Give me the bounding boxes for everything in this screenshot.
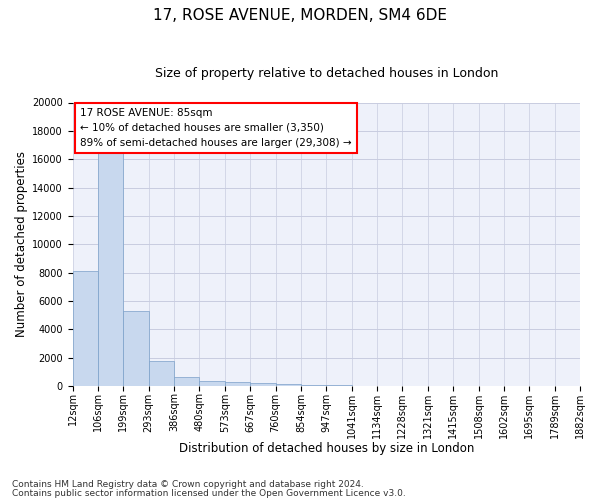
Bar: [98, 152, 124, 386]
X-axis label: Distribution of detached houses by size in London: Distribution of detached houses by size …: [179, 442, 474, 455]
Bar: [301, 385, 326, 386]
Text: Contains public sector information licensed under the Open Government Licence v3: Contains public sector information licen…: [12, 489, 406, 498]
Bar: [174, 377, 199, 386]
Bar: [124, 311, 149, 386]
Title: Size of property relative to detached houses in London: Size of property relative to detached ho…: [155, 68, 498, 80]
Y-axis label: Number of detached properties: Number of detached properties: [15, 152, 28, 338]
Bar: [73, 271, 98, 386]
Text: 17, ROSE AVENUE, MORDEN, SM4 6DE: 17, ROSE AVENUE, MORDEN, SM4 6DE: [153, 8, 447, 22]
Bar: [225, 382, 250, 386]
Bar: [199, 381, 225, 386]
Bar: [149, 362, 174, 386]
Bar: [250, 383, 275, 386]
Text: Contains HM Land Registry data © Crown copyright and database right 2024.: Contains HM Land Registry data © Crown c…: [12, 480, 364, 489]
Text: 17 ROSE AVENUE: 85sqm
← 10% of detached houses are smaller (3,350)
89% of semi-d: 17 ROSE AVENUE: 85sqm ← 10% of detached …: [80, 108, 352, 148]
Bar: [275, 384, 301, 386]
